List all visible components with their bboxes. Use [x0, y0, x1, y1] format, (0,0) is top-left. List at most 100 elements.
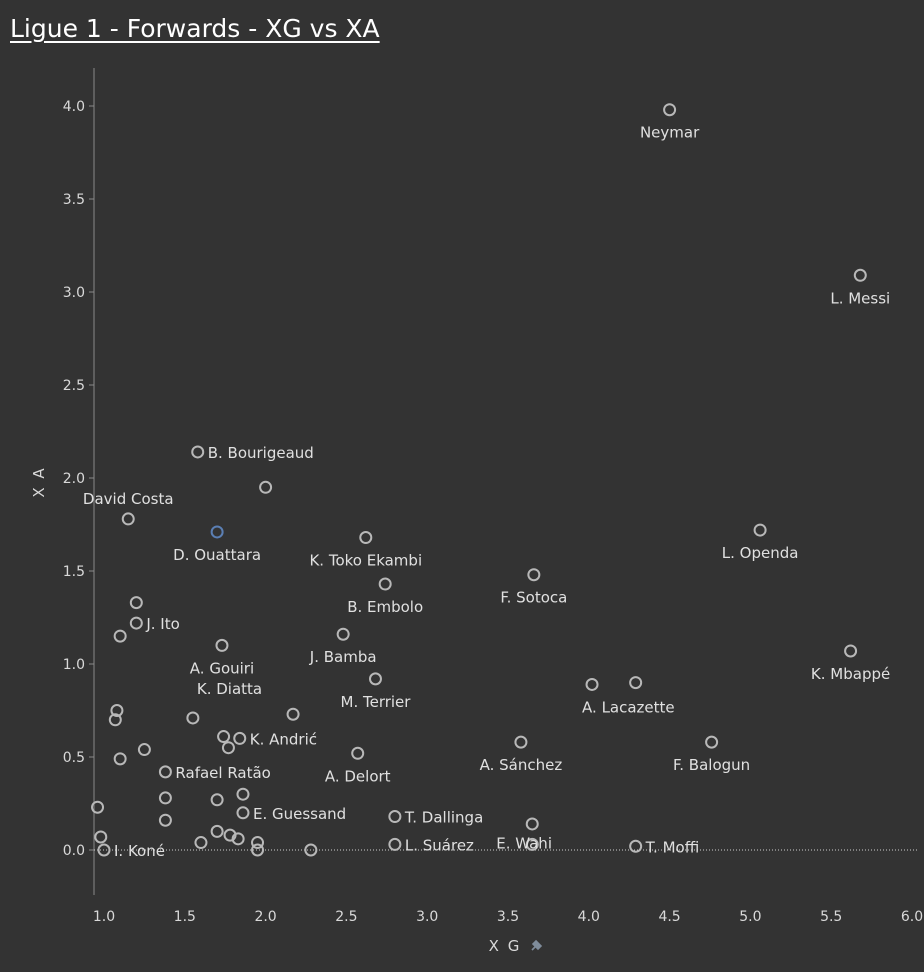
- point-label: L. Messi: [830, 289, 890, 307]
- data-point[interactable]: [210, 824, 224, 838]
- data-point[interactable]: [844, 644, 858, 658]
- y-tick-label: 2.0: [63, 471, 85, 487]
- data-point[interactable]: [351, 746, 365, 760]
- y-tick-label: 3.0: [63, 285, 85, 301]
- data-point[interactable]: [236, 787, 250, 801]
- data-point[interactable]: [91, 800, 105, 814]
- y-axis-title: X A: [30, 466, 48, 497]
- point-label: L. Openda: [722, 544, 799, 562]
- x-tick-label: 1.5: [174, 909, 196, 925]
- data-point[interactable]: [158, 791, 172, 805]
- x-tick-label: 3.0: [416, 909, 438, 925]
- data-point[interactable]: [217, 730, 231, 744]
- point-label: I. Koné: [114, 842, 165, 860]
- y-tick-label: 4.0: [63, 99, 85, 115]
- data-point[interactable]: [137, 743, 151, 757]
- y-tick-labels: 0.0 0.5 1.0 1.5 2.0 2.5 3.0 3.5 4.0: [63, 99, 94, 859]
- data-point[interactable]: [251, 836, 265, 850]
- data-point[interactable]: [113, 629, 127, 643]
- x-tick-label: 1.0: [93, 909, 115, 925]
- data-point[interactable]: [525, 817, 539, 831]
- point-label: M. Terrier: [341, 693, 412, 711]
- data-point[interactable]: [388, 837, 402, 851]
- data-point[interactable]: [110, 704, 124, 717]
- data-point[interactable]: [359, 531, 373, 545]
- y-tick-label: 1.0: [63, 657, 85, 673]
- point-label: D. Ouattara: [173, 546, 261, 564]
- data-point[interactable]: [525, 837, 539, 851]
- data-point[interactable]: [629, 839, 643, 853]
- point-label: T. Moffi: [645, 838, 700, 856]
- data-point[interactable]: [158, 765, 172, 779]
- data-point[interactable]: [336, 627, 350, 641]
- data-point[interactable]: [191, 445, 205, 459]
- y-tick-label: 3.5: [63, 192, 85, 208]
- point-label: K. Toko Ekambi: [309, 552, 422, 570]
- data-point[interactable]: [236, 806, 250, 820]
- data-point[interactable]: [368, 672, 382, 686]
- data-point[interactable]: [753, 523, 767, 537]
- y-tick-label: 2.5: [63, 378, 85, 394]
- y-tick-label: 1.5: [63, 564, 85, 580]
- point-label: B. Bourigeaud: [208, 444, 314, 462]
- chart-title: Ligue 1 - Forwards - XG vs XA: [10, 14, 380, 43]
- data-point[interactable]: [113, 752, 127, 766]
- data-point[interactable]: [215, 638, 229, 652]
- point-label: E. Guessand: [253, 805, 346, 823]
- data-point[interactable]: [233, 731, 247, 745]
- data-point[interactable]: [210, 793, 224, 807]
- data-point[interactable]: [158, 813, 172, 827]
- point-label: E. Wahi: [496, 834, 552, 852]
- point-label: K. Diatta: [197, 680, 262, 698]
- data-point[interactable]: [629, 676, 643, 690]
- data-point[interactable]: [388, 810, 402, 824]
- point-label: J. Bamba: [309, 648, 377, 666]
- data-point[interactable]: [853, 268, 867, 282]
- x-tick-labels: 1.0 1.5 2.0 2.5 3.0 3.5 4.0 4.5 5.0 5.5 6.0: [93, 909, 923, 925]
- x-tick-label: 3.5: [497, 909, 519, 925]
- data-point[interactable]: [129, 596, 143, 610]
- data-point[interactable]: [514, 735, 528, 749]
- y-tick-label: 0.0: [63, 843, 85, 859]
- point-label: David Costa: [83, 490, 174, 508]
- data-point[interactable]: [194, 836, 208, 850]
- data-points: [91, 103, 867, 857]
- x-tick-label: 2.0: [254, 909, 276, 925]
- pin-icon[interactable]: [529, 939, 543, 953]
- data-point[interactable]: [108, 713, 122, 727]
- y-tick-label: 0.5: [63, 750, 85, 766]
- data-point[interactable]: [129, 616, 143, 630]
- x-tick-label: 4.0: [578, 909, 600, 925]
- x-tick-label: 4.5: [658, 909, 680, 925]
- x-axis-title: X G: [489, 937, 522, 955]
- point-label: F. Balogun: [673, 756, 750, 774]
- point-label: Rafael Ratão: [175, 764, 270, 782]
- point-labels: Neymar L. Messi B. Bourigeaud David Costa D.…: [83, 124, 890, 860]
- data-point[interactable]: [210, 525, 224, 539]
- data-point[interactable]: [97, 843, 111, 857]
- data-point[interactable]: [705, 735, 719, 749]
- data-point[interactable]: [251, 843, 265, 857]
- data-point[interactable]: [304, 843, 318, 857]
- point-label: A. Sánchez: [480, 756, 563, 774]
- data-point[interactable]: [186, 711, 200, 725]
- point-label: F. Sotoca: [500, 589, 567, 607]
- data-point[interactable]: [286, 707, 300, 721]
- data-point[interactable]: [259, 480, 273, 494]
- x-tick-label: 2.5: [335, 909, 357, 925]
- data-point[interactable]: [121, 512, 135, 526]
- point-label: Neymar: [640, 124, 700, 142]
- data-point[interactable]: [585, 677, 599, 691]
- data-point[interactable]: [221, 741, 235, 755]
- point-label: T. Dallinga: [404, 809, 483, 827]
- data-point[interactable]: [94, 830, 108, 844]
- point-label: K. Andrić: [250, 730, 317, 748]
- point-label: A. Delort: [325, 767, 391, 785]
- data-point[interactable]: [663, 103, 677, 117]
- x-tick-label: 5.0: [739, 909, 761, 925]
- data-point[interactable]: [527, 568, 541, 582]
- data-point[interactable]: [378, 577, 392, 591]
- point-label: B. Embolo: [347, 598, 423, 616]
- data-point[interactable]: [231, 832, 245, 846]
